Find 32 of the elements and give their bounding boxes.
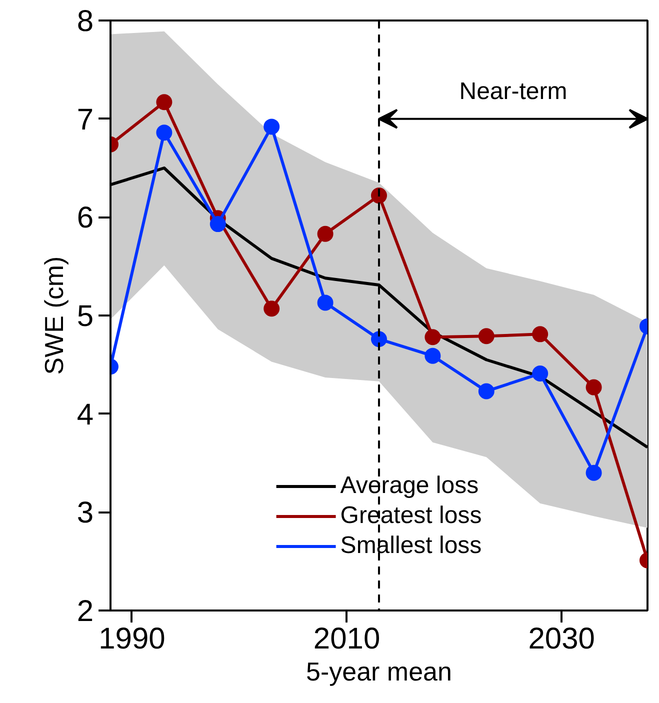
legend-label: Greatest loss bbox=[340, 502, 482, 530]
point bbox=[478, 383, 494, 400]
point bbox=[586, 379, 602, 396]
point bbox=[156, 124, 172, 141]
y-axis-title: SWE (cm) bbox=[38, 256, 69, 375]
point bbox=[532, 366, 548, 382]
point bbox=[317, 226, 334, 242]
y-tick-label: 3 bbox=[76, 496, 94, 530]
point bbox=[156, 94, 172, 110]
point bbox=[264, 300, 280, 317]
point bbox=[424, 348, 441, 364]
x-axis-title: 5-year mean bbox=[306, 656, 452, 686]
point bbox=[264, 118, 280, 135]
point bbox=[317, 294, 334, 311]
y-tick-label: 2 bbox=[76, 595, 94, 628]
y-tick-label: 7 bbox=[76, 103, 94, 136]
point bbox=[586, 464, 602, 481]
legend-label: Smallest loss bbox=[340, 532, 482, 560]
point bbox=[424, 329, 441, 346]
x-tick-label: 1990 bbox=[98, 622, 166, 656]
point bbox=[210, 216, 226, 232]
y-tick-label: 6 bbox=[76, 202, 94, 235]
x-tick-label: 2010 bbox=[313, 622, 380, 656]
point bbox=[478, 328, 494, 344]
y-tick-label: 8 bbox=[76, 5, 94, 38]
point bbox=[532, 326, 548, 342]
legend-label: Average loss bbox=[340, 472, 479, 500]
x-tick-label: 2030 bbox=[528, 622, 595, 656]
annotation: Near-term bbox=[459, 78, 568, 105]
y-tick-label: 5 bbox=[76, 300, 94, 333]
y-tick-label: 4 bbox=[76, 398, 94, 432]
point bbox=[371, 188, 387, 204]
